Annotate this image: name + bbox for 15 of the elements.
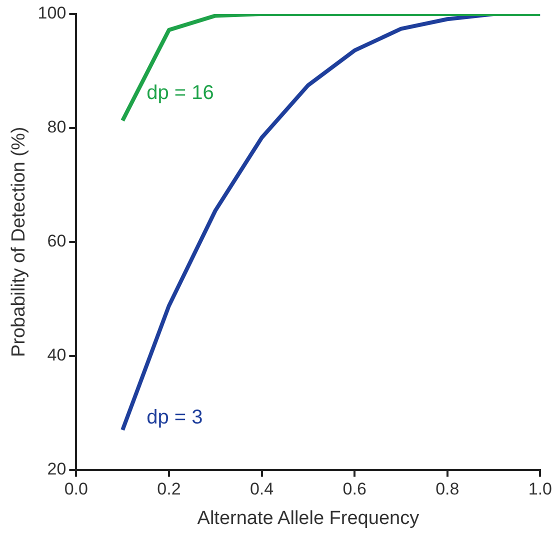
y-tick-label: 20 xyxy=(47,459,66,478)
y-tick-label: 100 xyxy=(38,4,66,23)
x-tick-label: 0.4 xyxy=(250,480,274,499)
y-tick-label: 80 xyxy=(47,118,66,137)
x-tick-label: 0.8 xyxy=(436,480,460,499)
x-tick-label: 1.0 xyxy=(528,480,552,499)
series-label: dp = 16 xyxy=(146,82,214,104)
x-axis-title: Alternate Allele Frequency xyxy=(197,508,420,529)
y-tick-label: 40 xyxy=(47,346,66,365)
series-label: dp = 3 xyxy=(146,406,203,428)
y-axis-title: Probability of Detection (%) xyxy=(8,126,30,358)
y-tick-label: 60 xyxy=(47,232,66,251)
x-tick-label: 0.2 xyxy=(157,480,181,499)
x-tick-label: 0.0 xyxy=(64,480,88,499)
x-tick-label: 0.6 xyxy=(342,480,366,499)
